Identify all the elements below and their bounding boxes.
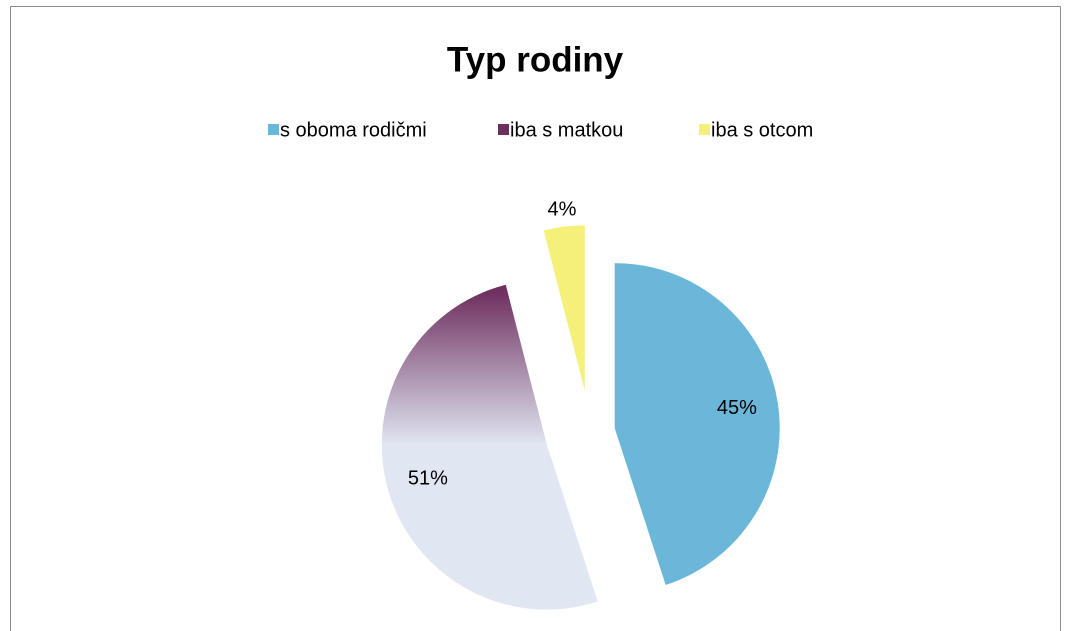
chart-title: Typ rodiny [447, 40, 624, 79]
data-label: 51% [408, 467, 448, 489]
pie-slice [543, 225, 585, 391]
legend-label: iba s matkou [510, 119, 623, 141]
legend-swatch [268, 124, 279, 135]
pie-slice [614, 263, 780, 586]
legend-swatch [699, 124, 710, 135]
legend-label: iba s otcom [711, 119, 813, 141]
data-label: 4% [548, 199, 577, 221]
legend-label: s oboma rodičmi [280, 119, 427, 141]
pie-slice [381, 284, 598, 610]
legend-swatch [498, 124, 509, 135]
data-label: 45% [717, 397, 757, 419]
